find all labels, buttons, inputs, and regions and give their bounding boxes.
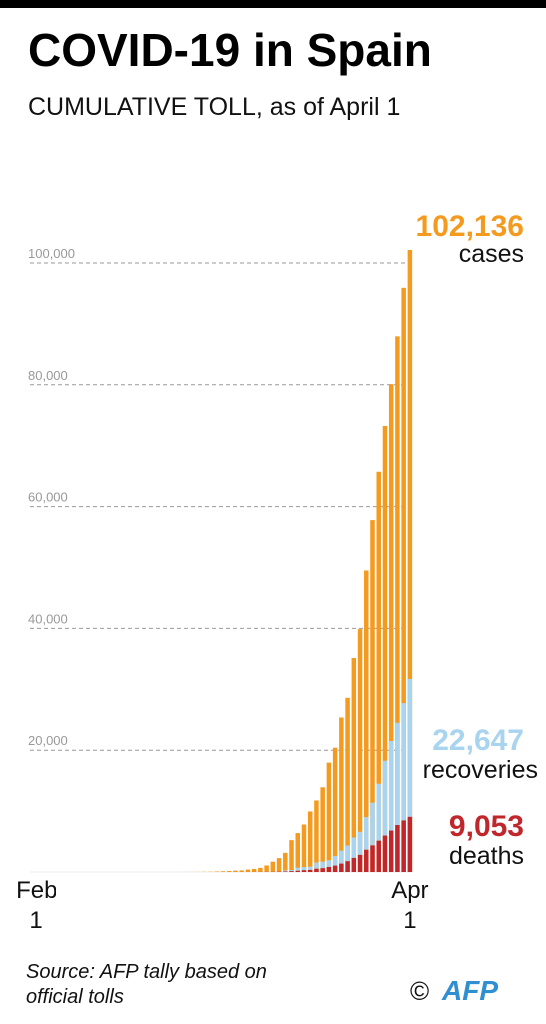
bar-deaths: [320, 868, 325, 872]
bar-cases: [364, 570, 369, 872]
bar-recoveries: [295, 867, 300, 871]
bar-deaths: [332, 865, 338, 872]
bar-deaths: [326, 866, 332, 872]
y-tick-label: 40,000: [28, 611, 68, 626]
bar-cases: [301, 824, 307, 872]
bar-cases: [326, 762, 332, 872]
bar-deaths: [401, 820, 406, 872]
bar-recoveries: [351, 837, 357, 858]
bar-deaths: [301, 870, 307, 872]
bar-cases: [220, 871, 226, 872]
bar-cases: [357, 629, 363, 872]
legend-label: cases: [459, 240, 524, 268]
bar-deaths: [289, 871, 294, 872]
bar-cases: [345, 697, 350, 872]
bar-cases: [214, 871, 220, 872]
bar-cases: [258, 867, 263, 872]
x-tick-label: Feb 1: [16, 877, 57, 934]
bar-deaths: [357, 854, 363, 872]
logo: AFP: [441, 975, 498, 1006]
bar-cases: [270, 861, 276, 872]
bar-recoveries: [401, 703, 406, 821]
bar-deaths: [351, 857, 357, 872]
bar-deaths: [407, 816, 413, 872]
value-label: 102,136: [416, 210, 524, 243]
bar-recoveries: [283, 870, 288, 872]
bar-deaths: [314, 868, 319, 872]
x-tick: Apr 1: [391, 877, 429, 934]
bar-recoveries: [357, 831, 363, 855]
bar-cases: [264, 865, 269, 872]
bar-deaths: [339, 863, 344, 872]
bar-recoveries: [382, 760, 388, 836]
bar-deaths: [382, 835, 388, 872]
bar-cases: [388, 384, 394, 872]
bar-cases: [395, 336, 400, 872]
bar-deaths: [388, 830, 394, 872]
bar-recoveries: [320, 861, 325, 869]
source-box: Source: AFP tally based on official toll…: [26, 961, 267, 1008]
bar-cases: [370, 520, 375, 872]
bar-cases: [307, 811, 313, 872]
bar-cases: [226, 870, 232, 872]
bar-recoveries: [376, 783, 381, 841]
legend-label: recoveries: [423, 756, 538, 784]
y-tick-label: 20,000: [28, 733, 68, 748]
bar-cases: [245, 869, 251, 872]
bar-recoveries: [289, 870, 294, 872]
bar-deaths: [345, 861, 350, 872]
bar-deaths: [370, 845, 375, 872]
bar-recoveries: [314, 862, 319, 869]
bar-cases: [283, 852, 288, 872]
top-bar: [0, 0, 546, 8]
bar-deaths: [307, 869, 313, 872]
x-tick: Feb 1: [16, 877, 57, 934]
legend-label: deaths: [449, 842, 524, 870]
bar-recoveries: [388, 740, 394, 831]
credit: ©: [410, 976, 429, 1006]
bar-recoveries: [307, 866, 313, 870]
bar-deaths: [395, 825, 400, 872]
bar-recoveries: [339, 850, 344, 864]
bar-deaths: [376, 840, 381, 872]
bar-deaths: [283, 871, 288, 872]
bar-cases: [407, 249, 413, 872]
source: Source: AFP tally based on official toll…: [26, 961, 267, 1008]
bar-recoveries: [370, 802, 375, 846]
bar-cases: [339, 717, 344, 872]
bar-cases: [382, 425, 388, 872]
bar-cases: [376, 471, 381, 872]
y-tick-label: 60,000: [28, 490, 68, 505]
bar-recoveries: [301, 867, 307, 871]
bar-cases: [239, 870, 244, 872]
bar-cases: [332, 747, 338, 872]
bar-cases: [320, 787, 325, 872]
bar-cases: [251, 868, 257, 872]
bar-cases: [401, 287, 406, 872]
y-tick-label: 80,000: [28, 368, 68, 383]
bar-cases: [295, 833, 300, 872]
value-label: 9,053: [449, 810, 524, 843]
bar-cases: [314, 800, 319, 872]
chart-subtitle: CUMULATIVE TOLL, as of April 1: [28, 93, 400, 121]
bar-deaths: [295, 870, 300, 872]
bar-recoveries: [395, 722, 400, 826]
bar-recoveries: [345, 845, 350, 862]
bar-cases: [276, 858, 282, 872]
chart-title: COVID-19 in Spain: [28, 24, 432, 76]
x-tick-label: Apr 1: [391, 877, 429, 934]
bar-cases: [351, 658, 357, 872]
bar-recoveries: [364, 817, 369, 850]
bar-recoveries: [332, 855, 338, 866]
bar-recoveries: [407, 678, 413, 817]
value-label: 22,647: [432, 724, 524, 757]
bar-recoveries: [326, 860, 332, 867]
y-tick-label: 100,000: [28, 246, 75, 261]
bar-cases: [289, 840, 294, 872]
bar-cases: [233, 870, 238, 872]
bar-deaths: [364, 849, 369, 872]
